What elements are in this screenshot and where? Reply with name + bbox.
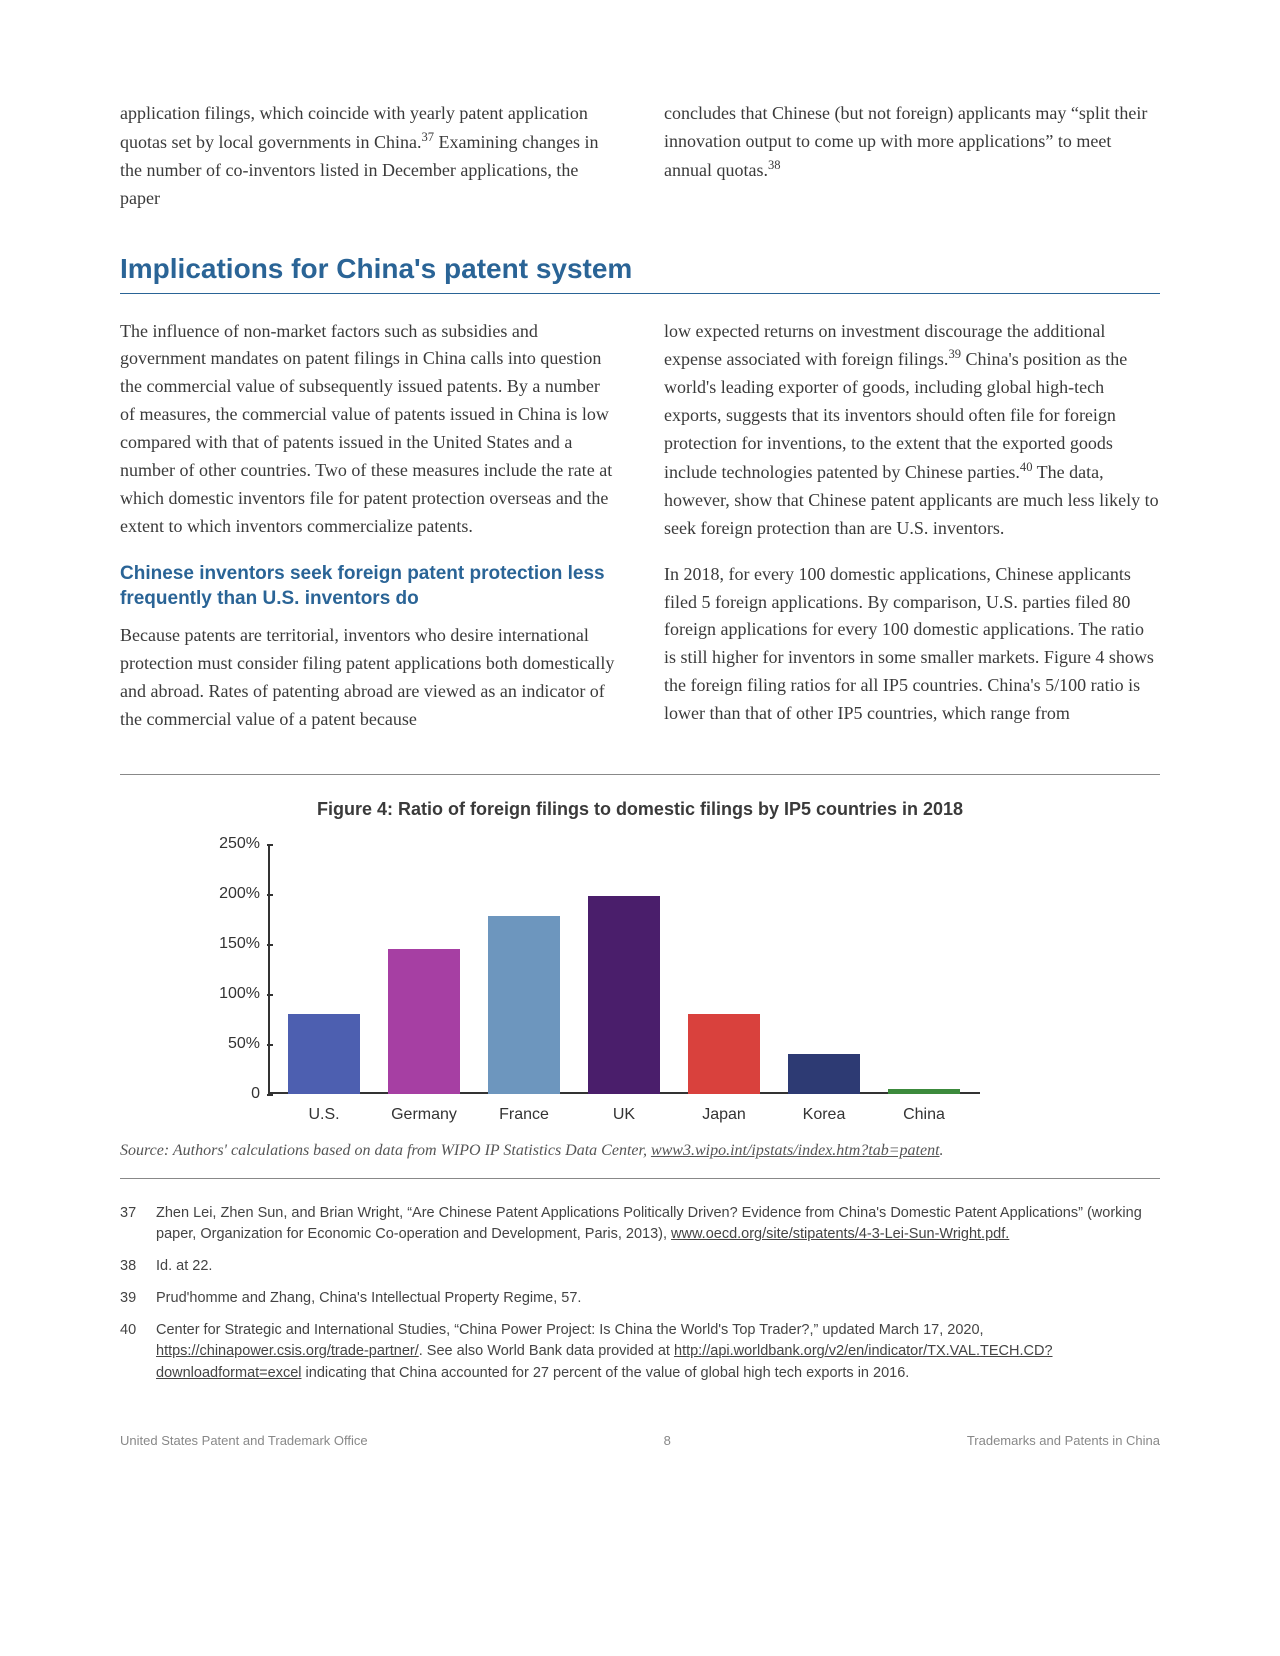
source-prefix: Source: Authors' calculations based on d… <box>120 1142 651 1159</box>
source-suffix: . <box>940 1142 944 1159</box>
y-tick: 150% <box>219 935 260 953</box>
bar <box>288 1014 360 1094</box>
footnote-text: Center for Strategic and International S… <box>156 1320 1160 1385</box>
bar-slot <box>688 1014 760 1094</box>
subheading: Chinese inventors seek foreign patent pr… <box>120 561 616 612</box>
figure-bottom-rule <box>120 1178 1160 1179</box>
body-left: The influence of non-market factors such… <box>120 318 616 738</box>
x-label: Korea <box>788 1106 860 1124</box>
y-tick: 100% <box>219 985 260 1003</box>
footnote-text: Prud'homme and Zhang, China's Intellectu… <box>156 1288 1160 1310</box>
intro-left: application filings, which coincide with… <box>120 100 616 213</box>
intro-right: concludes that Chinese (but not foreign)… <box>664 100 1160 213</box>
body-right-p2: In 2018, for every 100 domestic applicat… <box>664 561 1160 728</box>
figure-top-rule <box>120 774 1160 775</box>
figure-source: Source: Authors' calculations based on d… <box>120 1142 1160 1160</box>
chart-plot: 250%200%150%100%50%0 U.S.GermanyFranceUK… <box>200 844 980 1124</box>
footnotes: 37Zhen Lei, Zhen Sun, and Brian Wright, … <box>120 1203 1160 1385</box>
bar-slot <box>388 949 460 1094</box>
body-columns: The influence of non-market factors such… <box>120 318 1160 738</box>
footnote-text: Zhen Lei, Zhen Sun, and Brian Wright, “A… <box>156 1203 1160 1247</box>
x-label: UK <box>588 1106 660 1124</box>
bar <box>788 1054 860 1094</box>
y-tick: 50% <box>228 1035 260 1053</box>
x-label: France <box>488 1106 560 1124</box>
x-label: U.S. <box>288 1106 360 1124</box>
footnote-number: 38 <box>120 1256 156 1278</box>
x-label: Japan <box>688 1106 760 1124</box>
body-left-p1: The influence of non-market factors such… <box>120 318 616 541</box>
y-tick: 200% <box>219 885 260 903</box>
page-footer: United States Patent and Trademark Offic… <box>120 1433 1160 1448</box>
footer-left: United States Patent and Trademark Offic… <box>120 1433 368 1448</box>
x-label: China <box>888 1106 960 1124</box>
bar-chart: 250%200%150%100%50%0 U.S.GermanyFranceUK… <box>200 844 980 1124</box>
intro-columns: application filings, which coincide with… <box>120 100 1160 213</box>
bar <box>388 949 460 1094</box>
figure-title: Figure 4: Ratio of foreign filings to do… <box>120 799 1160 820</box>
bar-slot <box>488 916 560 1094</box>
bar-slot <box>888 1089 960 1094</box>
y-tick: 0 <box>251 1085 260 1103</box>
bar <box>588 896 660 1094</box>
footnote-link[interactable]: www.oecd.org/site/stipatents/4-3-Lei-Sun… <box>671 1226 1009 1242</box>
body-right: low expected returns on investment disco… <box>664 318 1160 738</box>
footer-right: Trademarks and Patents in China <box>967 1433 1160 1448</box>
footnote: 37Zhen Lei, Zhen Sun, and Brian Wright, … <box>120 1203 1160 1247</box>
bar <box>688 1014 760 1094</box>
bar-slot <box>288 1014 360 1094</box>
footnote-number: 39 <box>120 1288 156 1310</box>
section-heading: Implications for China's patent system <box>120 253 1160 285</box>
y-tick: 250% <box>219 835 260 853</box>
bars-container <box>270 844 980 1094</box>
source-link[interactable]: www3.wipo.int/ipstats/index.htm?tab=pate… <box>651 1142 940 1159</box>
x-labels: U.S. Germany France UK Japan Korea China <box>270 1106 980 1124</box>
x-label: Germany <box>388 1106 460 1124</box>
footnote-text: Id. at 22. <box>156 1256 1160 1278</box>
footnote: 39Prud'homme and Zhang, China's Intellec… <box>120 1288 1160 1310</box>
footnote-number: 37 <box>120 1203 156 1247</box>
body-right-p1: low expected returns on investment disco… <box>664 318 1160 543</box>
footnote: 38Id. at 22. <box>120 1256 1160 1278</box>
footnote-number: 40 <box>120 1320 156 1385</box>
heading-divider <box>120 293 1160 294</box>
bar-slot <box>588 896 660 1094</box>
bar <box>888 1089 960 1094</box>
footnote-link[interactable]: https://chinapower.csis.org/trade-partne… <box>156 1343 419 1359</box>
y-axis: 250%200%150%100%50%0 <box>200 844 270 1094</box>
footnote: 40Center for Strategic and International… <box>120 1320 1160 1385</box>
body-left-p2: Because patents are territorial, invento… <box>120 622 616 734</box>
footer-page-number: 8 <box>664 1433 671 1448</box>
bar <box>488 916 560 1094</box>
bar-slot <box>788 1054 860 1094</box>
